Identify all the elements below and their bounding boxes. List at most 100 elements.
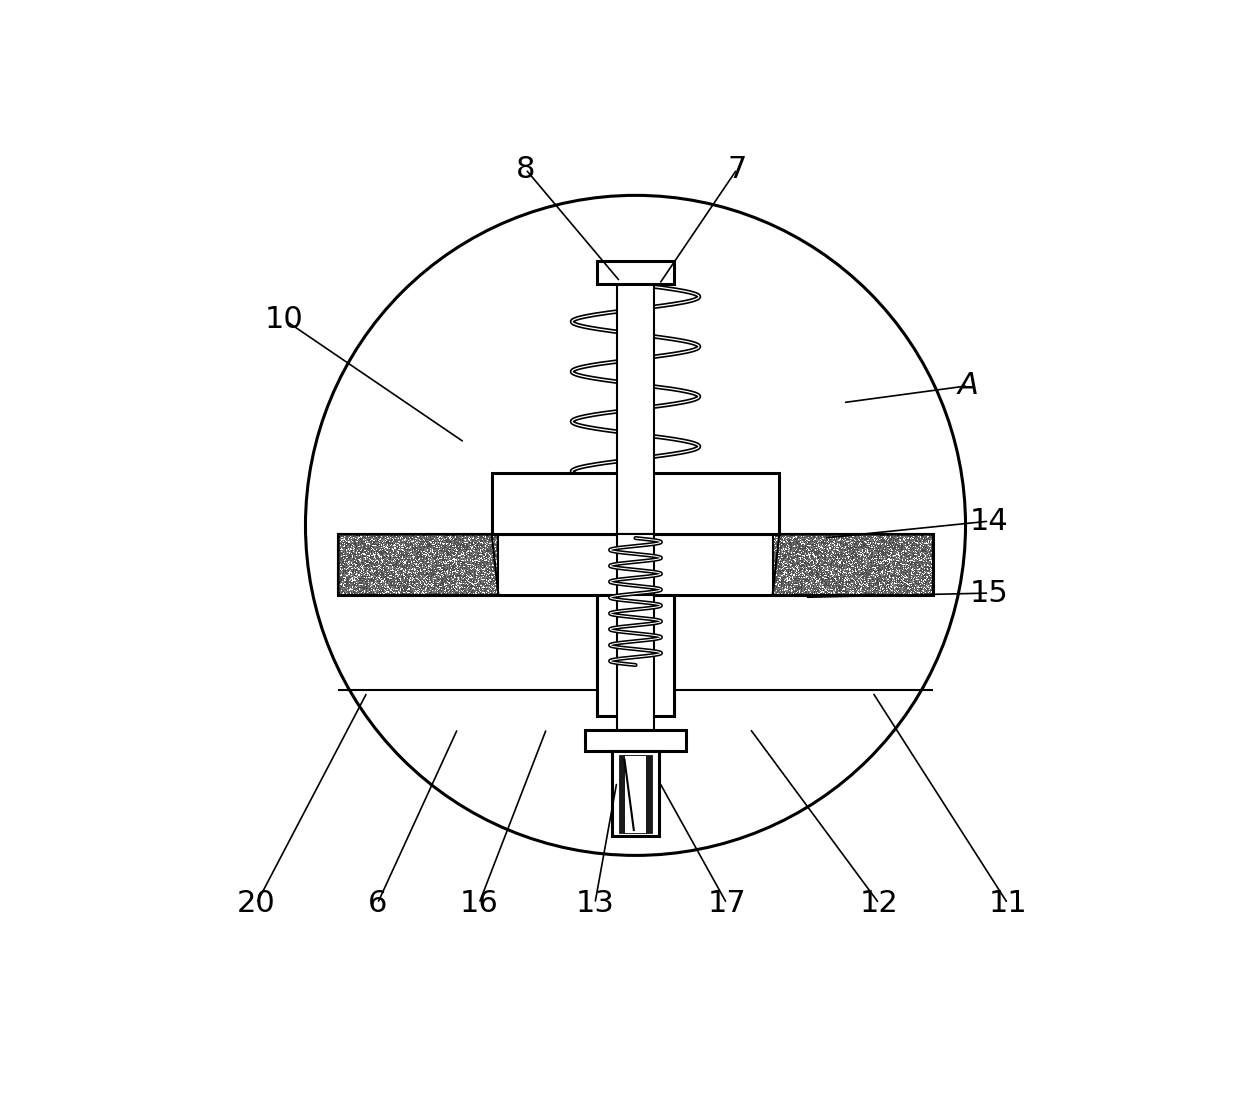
Point bbox=[335, 548, 355, 566]
Point bbox=[785, 547, 805, 565]
Point bbox=[764, 577, 784, 595]
Point bbox=[414, 578, 434, 596]
Point bbox=[910, 569, 930, 587]
Point bbox=[376, 571, 396, 589]
Point bbox=[408, 564, 428, 581]
Point bbox=[376, 569, 396, 587]
Point bbox=[833, 578, 853, 596]
Point bbox=[784, 528, 804, 545]
Point bbox=[888, 571, 908, 589]
Point bbox=[875, 579, 895, 597]
Point bbox=[342, 531, 362, 548]
Point bbox=[382, 551, 402, 568]
Point bbox=[813, 567, 833, 585]
Point bbox=[827, 526, 847, 544]
Point bbox=[475, 532, 495, 550]
Point bbox=[398, 552, 418, 569]
Point bbox=[352, 579, 372, 597]
Point bbox=[430, 544, 450, 562]
Point bbox=[920, 566, 940, 584]
Point bbox=[792, 553, 812, 570]
Point bbox=[918, 562, 937, 579]
Point bbox=[913, 534, 932, 552]
Point bbox=[432, 559, 451, 577]
Point bbox=[417, 565, 436, 582]
Point bbox=[843, 578, 863, 596]
Point bbox=[423, 542, 443, 559]
Point bbox=[471, 563, 491, 580]
Point bbox=[352, 546, 372, 564]
Point bbox=[841, 568, 861, 586]
Point bbox=[377, 530, 397, 547]
Point bbox=[887, 529, 906, 546]
Point bbox=[795, 540, 815, 557]
Point bbox=[919, 571, 939, 589]
Point bbox=[348, 541, 368, 558]
Point bbox=[817, 557, 837, 575]
Point bbox=[420, 581, 440, 599]
Point bbox=[429, 547, 449, 565]
Point bbox=[887, 580, 906, 598]
Point bbox=[771, 544, 791, 562]
Point bbox=[786, 555, 806, 573]
Point bbox=[784, 556, 804, 574]
Point bbox=[820, 553, 839, 570]
Point bbox=[786, 562, 806, 579]
Point bbox=[433, 580, 453, 598]
Point bbox=[816, 560, 836, 578]
Point bbox=[454, 536, 474, 554]
Point bbox=[906, 581, 926, 599]
Point bbox=[331, 585, 351, 602]
Point bbox=[484, 560, 503, 578]
Point bbox=[818, 585, 838, 602]
Point bbox=[837, 552, 857, 569]
Point bbox=[781, 545, 801, 563]
Point bbox=[476, 581, 496, 599]
Point bbox=[916, 558, 936, 576]
Point bbox=[873, 555, 893, 573]
Point bbox=[371, 544, 391, 562]
Point bbox=[466, 559, 486, 577]
Point bbox=[408, 586, 428, 603]
Point bbox=[914, 530, 934, 547]
Point bbox=[910, 571, 930, 589]
Point bbox=[465, 578, 485, 596]
Point bbox=[897, 548, 916, 566]
Point bbox=[392, 546, 412, 564]
Point bbox=[370, 570, 389, 588]
Point bbox=[895, 577, 915, 595]
Point bbox=[339, 556, 358, 574]
Point bbox=[391, 530, 410, 547]
Point bbox=[480, 529, 500, 546]
Point bbox=[430, 556, 450, 574]
Point bbox=[413, 570, 433, 588]
Point bbox=[792, 544, 812, 562]
Point bbox=[861, 534, 880, 552]
Point bbox=[866, 554, 885, 571]
Point bbox=[779, 530, 799, 547]
Point bbox=[923, 562, 942, 579]
Point bbox=[356, 526, 376, 544]
Point bbox=[407, 553, 427, 570]
Point bbox=[445, 537, 465, 555]
Point bbox=[887, 568, 906, 586]
Point bbox=[797, 539, 817, 556]
Point bbox=[847, 536, 867, 554]
Point bbox=[471, 535, 491, 553]
Point bbox=[908, 551, 928, 568]
Point bbox=[449, 526, 469, 544]
Point bbox=[458, 584, 477, 601]
Point bbox=[880, 559, 900, 577]
Point bbox=[370, 579, 389, 597]
Point bbox=[365, 551, 384, 568]
Point bbox=[903, 555, 923, 573]
Point bbox=[913, 545, 932, 563]
Point bbox=[810, 553, 830, 570]
Point bbox=[489, 567, 508, 585]
Point bbox=[355, 543, 374, 560]
Point bbox=[340, 529, 360, 546]
Point bbox=[873, 544, 893, 562]
Point bbox=[799, 571, 818, 589]
Point bbox=[766, 548, 786, 566]
Point bbox=[821, 532, 841, 550]
